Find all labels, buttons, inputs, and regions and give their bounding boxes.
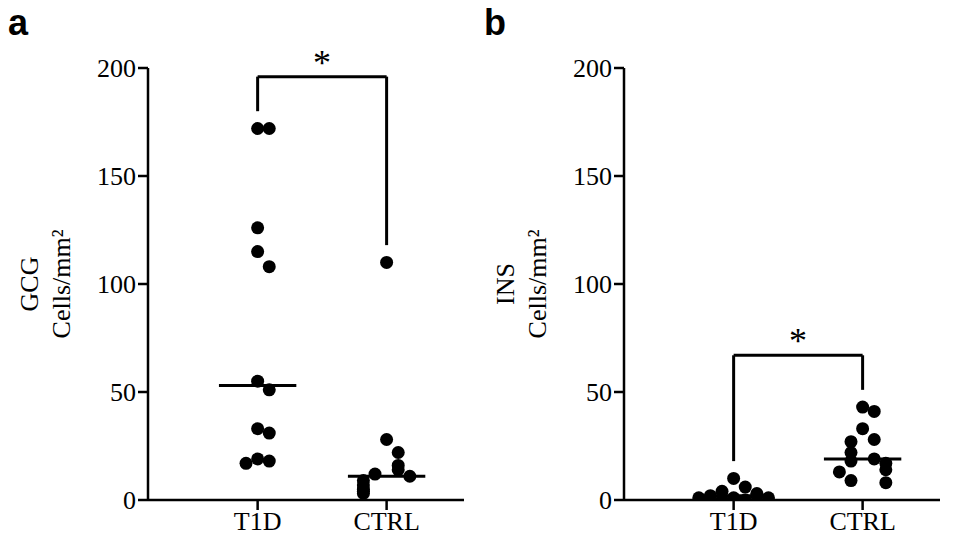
svg-text:T1D: T1D <box>234 507 282 536</box>
svg-text:100: 100 <box>573 270 612 299</box>
svg-text:200: 200 <box>573 54 612 83</box>
svg-text:Cells/mm²: Cells/mm² <box>47 229 76 338</box>
svg-text:T1D: T1D <box>710 507 758 536</box>
svg-text:CTRL: CTRL <box>353 507 419 536</box>
svg-text:50: 50 <box>110 378 136 407</box>
svg-text:50: 50 <box>586 378 612 407</box>
svg-text:100: 100 <box>97 270 136 299</box>
svg-text:150: 150 <box>573 162 612 191</box>
svg-text:CTRL: CTRL <box>829 507 895 536</box>
svg-text:INS: INS <box>491 263 520 305</box>
svg-text:0: 0 <box>599 486 612 515</box>
svg-text:*: * <box>313 43 331 83</box>
svg-text:Cells/mm²: Cells/mm² <box>523 229 552 338</box>
svg-text:150: 150 <box>97 162 136 191</box>
svg-text:GCG: GCG <box>15 257 44 312</box>
svg-text:0: 0 <box>123 486 136 515</box>
svg-text:200: 200 <box>97 54 136 83</box>
svg-text:*: * <box>789 321 807 361</box>
html-text:b: b <box>484 2 506 43</box>
html-text:a: a <box>8 2 28 43</box>
